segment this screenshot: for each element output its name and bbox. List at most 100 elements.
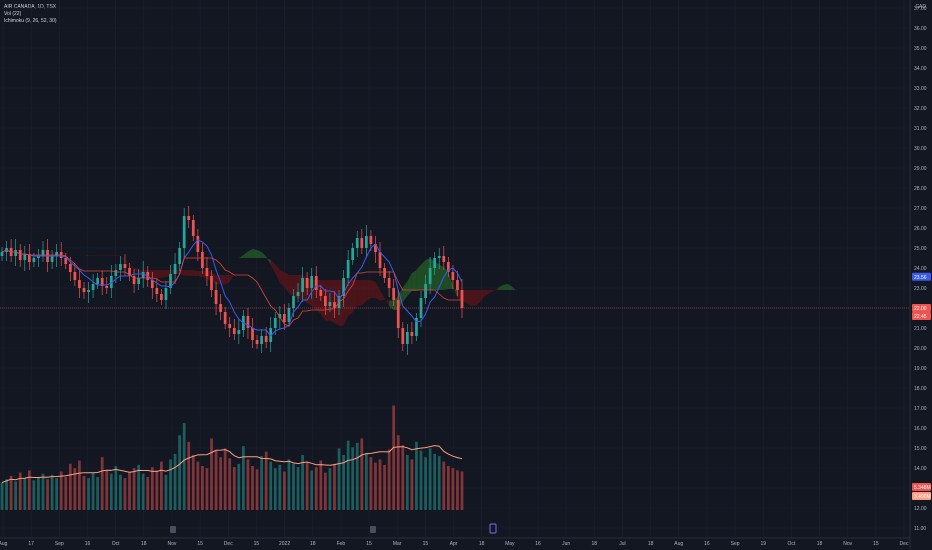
cloud-segment (61, 250, 66, 252)
volume-value-tag: 5.348M (914, 485, 931, 491)
candle-body (419, 298, 423, 318)
volume-bar (205, 468, 209, 510)
candle-body (82, 288, 86, 292)
candle-body (401, 328, 405, 344)
volume-bar (369, 457, 373, 510)
volume-bar (424, 457, 427, 510)
volume-bar (128, 471, 131, 510)
cloud-segment (234, 258, 239, 274)
price-tick-label: 27.00 (914, 206, 927, 212)
time-tick-label: 16 (535, 541, 541, 547)
candle-body (123, 264, 127, 268)
candle-body (255, 340, 259, 344)
candle-body (287, 308, 291, 322)
current-price-sub-tag: 22.45 (914, 314, 927, 320)
time-tick-label: 16 (704, 541, 710, 547)
volume-bar (314, 467, 318, 510)
candle-body (446, 262, 450, 272)
candle-body (64, 258, 68, 264)
volume-bar (191, 455, 195, 510)
volume-bar (337, 448, 341, 510)
price-tick-label: 30.00 (914, 146, 927, 152)
volume-bar (419, 450, 423, 510)
candle-body (424, 284, 427, 298)
current-price-tag: 22.00 (914, 306, 927, 312)
candle-body (50, 256, 54, 262)
volume-bar (264, 451, 268, 510)
cloud-segment (225, 275, 230, 285)
volume-bar (68, 463, 72, 510)
volume-bar (214, 450, 218, 510)
volume-bar (242, 446, 245, 510)
candle-body (182, 216, 186, 248)
volume-bar (87, 478, 90, 510)
volume-bar (96, 477, 100, 510)
price-tick-label: 15.00 (914, 446, 927, 452)
cloud-segment (102, 255, 107, 256)
candle-body (405, 332, 409, 344)
cloud-segment (70, 252, 75, 254)
time-tick-label: 2022 (279, 541, 290, 547)
candle-body (260, 336, 263, 344)
volume-bar (433, 453, 437, 510)
time-tick-label: 18 (648, 541, 654, 547)
candle-body (214, 290, 218, 304)
cloud-segment (279, 270, 285, 287)
time-tick-label: 18 (141, 541, 147, 547)
cloud-segment (111, 255, 116, 256)
candle-body (114, 270, 118, 276)
legend-symbol[interactable]: AIR CANADA, 1D, TSX (4, 4, 57, 10)
cloud-segment (325, 280, 330, 321)
volume-bar (146, 477, 150, 510)
volume-bar (64, 477, 68, 510)
time-tick-label: Feb (337, 541, 346, 547)
volume-bar (310, 470, 314, 510)
volume-bar (228, 458, 232, 510)
candle-body (328, 302, 332, 306)
cloud-segment (284, 272, 289, 294)
legend-ichimoku[interactable]: Ichimoku (9, 26, 52, 30) (4, 18, 57, 24)
price-tags: 23.56 22.00 22.45 5.348M 3.490M (912, 272, 931, 500)
price-tick-label: 35.00 (914, 46, 927, 52)
candle-body (378, 252, 382, 268)
time-tick-label: Nov (843, 541, 852, 547)
cloud-segment (184, 270, 189, 276)
volume-bar (32, 480, 36, 510)
cloud-segment (334, 280, 340, 326)
candle-body (41, 250, 45, 256)
price-tick-label: 32.00 (914, 106, 927, 112)
candle-body (333, 302, 336, 308)
volume-bar (456, 470, 459, 510)
volume-bar (355, 442, 359, 510)
candle-body (415, 318, 418, 336)
volume-bar (132, 468, 136, 510)
cloud-segment (216, 275, 221, 284)
dividend-marker (370, 526, 376, 533)
candles (0, 206, 464, 355)
candle-body (437, 256, 441, 258)
candle-body (96, 278, 100, 284)
cloud-segment (489, 290, 494, 294)
price-tick-label: 21.00 (914, 326, 927, 332)
candle-body (132, 276, 136, 284)
cloud-segment (124, 260, 130, 265)
legend-volume[interactable]: Vol (22) (4, 11, 22, 17)
cloud-segment (252, 249, 258, 258)
volume-bar (437, 456, 441, 510)
cloud-segment (88, 255, 94, 256)
volume-bar (446, 466, 450, 510)
volume-bar (173, 453, 177, 510)
cloud-segment (370, 280, 376, 298)
cloud-segment (448, 272, 453, 289)
candle-body (137, 278, 140, 284)
grid-lines (0, 0, 911, 550)
cloud-segment (220, 275, 226, 285)
time-tick-label: Mar (393, 541, 402, 547)
cloud-segment (471, 290, 476, 306)
time-tick-label: 19 (760, 541, 766, 547)
candle-body (223, 312, 227, 324)
candle-body (37, 256, 40, 258)
candle-body (369, 236, 373, 244)
volume-bar (178, 435, 181, 510)
